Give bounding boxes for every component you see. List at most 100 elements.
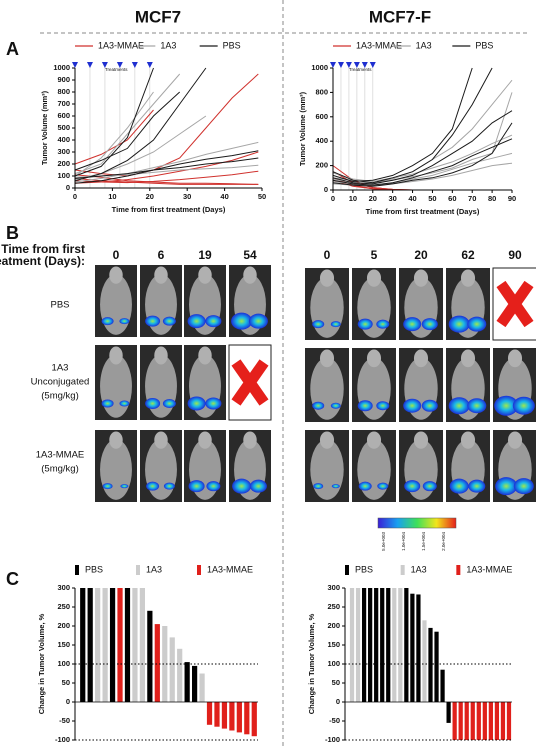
tumor-signal — [357, 400, 373, 412]
legend-swatch — [75, 565, 79, 575]
bar — [177, 648, 183, 702]
bar — [422, 620, 427, 702]
bar — [380, 588, 385, 702]
x-tick-label: 70 — [468, 194, 476, 203]
tumor-signal — [145, 315, 161, 327]
growth-line — [74, 67, 154, 177]
growth-line — [74, 141, 259, 183]
bar — [506, 702, 512, 740]
bar — [392, 588, 397, 702]
mouse-head — [243, 266, 257, 284]
treatment-marker — [345, 62, 352, 68]
bar — [154, 624, 160, 702]
mouse-head — [243, 431, 257, 449]
mouse-head — [154, 266, 168, 284]
tumor-signal — [330, 402, 341, 409]
row-label: 1A3-MMAE — [36, 450, 85, 461]
tumor-signal — [312, 401, 325, 410]
tumor-signal — [205, 397, 222, 410]
colorbar-label: 1.0e+004 — [401, 532, 406, 551]
row-label: Unconjugated — [31, 377, 90, 388]
growth-line — [332, 110, 513, 185]
panel-letter: B — [6, 223, 19, 243]
mouse-head — [460, 269, 476, 287]
treatment-marker — [101, 62, 108, 68]
x-tick-label: 20 — [146, 192, 154, 201]
growth-line — [74, 177, 259, 185]
y-tick-label: 600 — [57, 111, 70, 120]
bar — [244, 702, 250, 735]
tumor-signal — [162, 399, 176, 408]
legend-label: 1A3 — [411, 564, 427, 574]
y-tick-label: 300 — [57, 583, 70, 592]
bar — [410, 593, 415, 702]
y-tick-label: 0 — [336, 697, 340, 706]
tumor-signal — [403, 317, 422, 332]
y-tick-label: 50 — [332, 678, 340, 687]
bar — [476, 702, 481, 740]
mouse-head — [319, 349, 335, 368]
bar — [214, 702, 220, 727]
colorbar-label: 2.0e+004 — [441, 532, 446, 551]
y-tick-label: 0 — [66, 183, 70, 192]
day-label: 54 — [243, 248, 257, 262]
bar — [139, 588, 146, 702]
bar — [95, 588, 101, 702]
tumor-signal — [421, 399, 438, 412]
colorbar-label: 1.5e+004 — [421, 532, 426, 551]
tumor-signal — [187, 314, 206, 329]
y-tick-label: 800 — [315, 87, 328, 96]
day-label: 0 — [324, 248, 331, 262]
treatment-marker — [330, 62, 336, 68]
day-label: 62 — [461, 248, 475, 262]
y-tick-label: 900 — [57, 75, 70, 84]
bar — [500, 702, 506, 740]
treatment-marker — [337, 62, 344, 68]
y-tick-label: 150 — [327, 640, 340, 649]
x-tick-label: 0 — [331, 194, 335, 203]
tumor-signal — [421, 318, 438, 331]
bar — [458, 702, 463, 740]
tumor-signal — [467, 316, 487, 332]
legend-swatch — [400, 565, 405, 575]
legend-swatch — [197, 565, 201, 575]
deceased-x — [496, 280, 534, 328]
column-header: MCF7-F — [369, 7, 431, 26]
bar — [452, 702, 457, 740]
bar — [87, 588, 93, 702]
bar — [416, 594, 421, 702]
bar — [440, 669, 445, 702]
growth-line — [332, 138, 513, 186]
tumor-signal — [448, 315, 470, 333]
treatment-marker — [72, 62, 78, 68]
y-tick-label: 0 — [324, 185, 328, 194]
tumor-signal — [187, 396, 206, 411]
bar — [398, 588, 403, 702]
tumor-signal — [467, 398, 487, 414]
panel-letter: C — [6, 569, 19, 589]
x-tick-label: 90 — [508, 194, 516, 203]
mouse-head — [507, 349, 523, 368]
treatment-marker — [131, 62, 138, 68]
legend-label: 1A3-MMAE — [356, 40, 402, 50]
mouse-head — [154, 431, 168, 449]
tumor-signal — [513, 478, 534, 495]
y-tick-label: -50 — [59, 716, 70, 725]
growth-line — [332, 92, 513, 184]
growth-line — [332, 162, 513, 186]
row-label: 1A3 — [52, 363, 69, 374]
mouse-head — [198, 431, 212, 449]
treatment-marker — [369, 62, 376, 68]
tumor-signal — [312, 320, 325, 329]
growth-line — [74, 67, 207, 182]
y-tick-label: 200 — [327, 621, 340, 630]
legend-label: PBS — [355, 564, 373, 574]
bar — [80, 588, 86, 702]
growth-line — [74, 73, 181, 175]
x-tick-label: 40 — [220, 192, 228, 201]
y-axis-label: Tumor Volume (mm³) — [298, 91, 307, 166]
x-tick-label: 10 — [349, 194, 357, 203]
y-tick-label: 150 — [57, 640, 70, 649]
bar — [404, 588, 409, 702]
growth-line — [74, 150, 259, 184]
